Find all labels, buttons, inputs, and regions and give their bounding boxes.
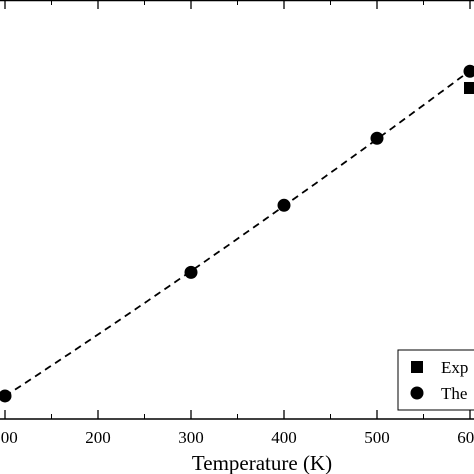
legend: Exp The	[397, 349, 474, 411]
x-tick-label-100: 100	[0, 428, 18, 447]
x-tick-label-500: 500	[364, 428, 390, 447]
legend-label-exp: Exp	[441, 358, 468, 377]
x-axis-title: Temperature (K)	[192, 451, 332, 474]
x-tick-label-400: 400	[271, 428, 297, 447]
legend-label-the: The	[441, 384, 467, 403]
data-markers	[0, 64, 474, 403]
legend-box	[397, 349, 474, 411]
theory-point	[370, 131, 384, 145]
fit-curve	[4, 66, 474, 398]
fit-curve-path	[4, 66, 474, 398]
legend-square-marker	[411, 361, 423, 373]
legend-circle-marker	[410, 386, 424, 400]
theory-point	[463, 64, 474, 78]
x-tick-label-300: 300	[178, 428, 204, 447]
theory-point	[277, 198, 291, 212]
theory-point	[184, 265, 198, 279]
exp-point	[464, 81, 474, 94]
x-tick-label-600: 600	[457, 428, 474, 447]
theory-point	[0, 389, 12, 403]
x-tick-label-200: 200	[85, 428, 111, 447]
x-axis-ticks	[4, 0, 471, 419]
x-axis-tick-labels: 100 200 300 400 500 600	[0, 428, 474, 447]
